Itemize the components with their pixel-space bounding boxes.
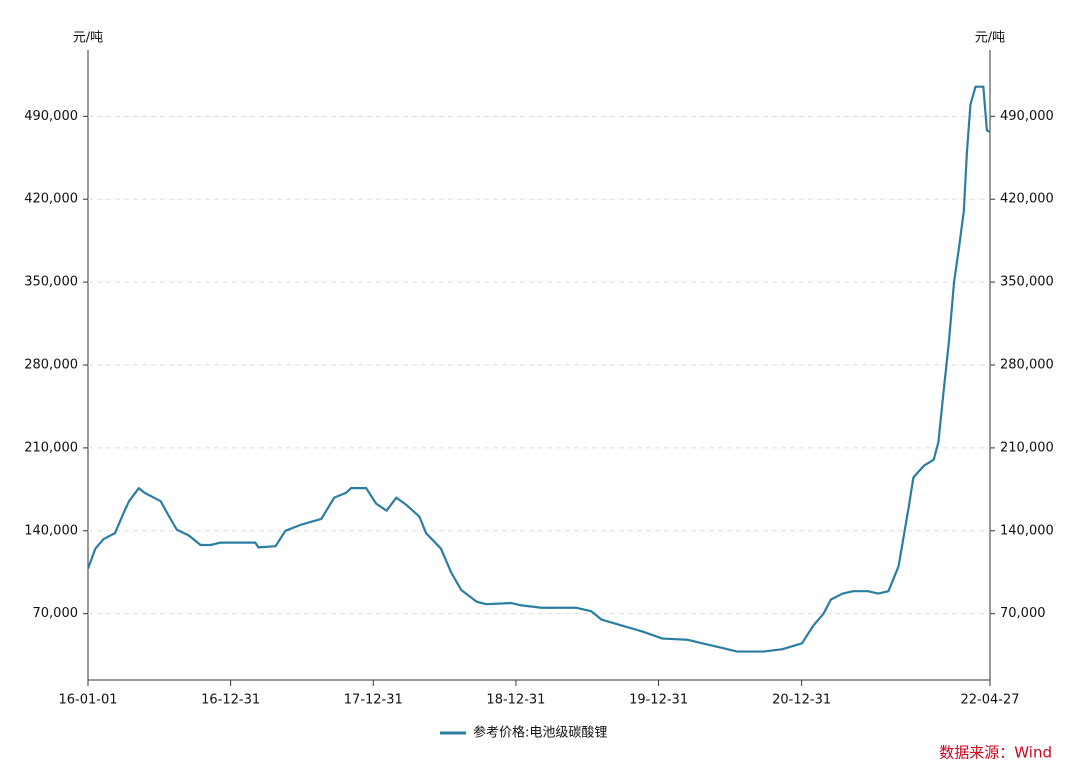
x-tick-label: 16-01-01 — [58, 693, 117, 708]
x-tick-label: 20-12-31 — [772, 693, 831, 708]
y2-tick-label: 280,000 — [1000, 358, 1054, 373]
y-tick-label: 70,000 — [33, 606, 79, 621]
y2-tick-label: 210,000 — [1000, 440, 1054, 455]
y-tick-label: 490,000 — [24, 109, 78, 124]
y-axis-unit: 元/吨 — [73, 31, 103, 46]
series-line — [86, 85, 991, 653]
y2-tick-label: 350,000 — [1000, 275, 1054, 290]
x-tick-label: 16-12-31 — [201, 693, 260, 708]
y-tick-label: 210,000 — [24, 440, 78, 455]
x-tick-label: 18-12-31 — [486, 693, 545, 708]
source-note: 数据来源：Wind — [939, 744, 1052, 762]
y-tick-label: 140,000 — [24, 523, 78, 538]
y2-tick-label: 140,000 — [1000, 523, 1054, 538]
y-tick-label: 280,000 — [24, 358, 78, 373]
y-tick-label: 350,000 — [24, 275, 78, 290]
x-tick-label: 22-04-27 — [960, 693, 1019, 708]
y2-tick-label: 70,000 — [1000, 606, 1046, 621]
x-tick-label: 17-12-31 — [344, 693, 403, 708]
y2-axis-unit: 元/吨 — [975, 31, 1005, 46]
y2-tick-label: 420,000 — [1000, 192, 1054, 207]
legend-label: 参考价格:电池级碳酸锂 — [473, 725, 607, 741]
y2-tick-label: 490,000 — [1000, 109, 1054, 124]
y-tick-label: 420,000 — [24, 192, 78, 207]
x-tick-label: 19-12-31 — [629, 693, 688, 708]
